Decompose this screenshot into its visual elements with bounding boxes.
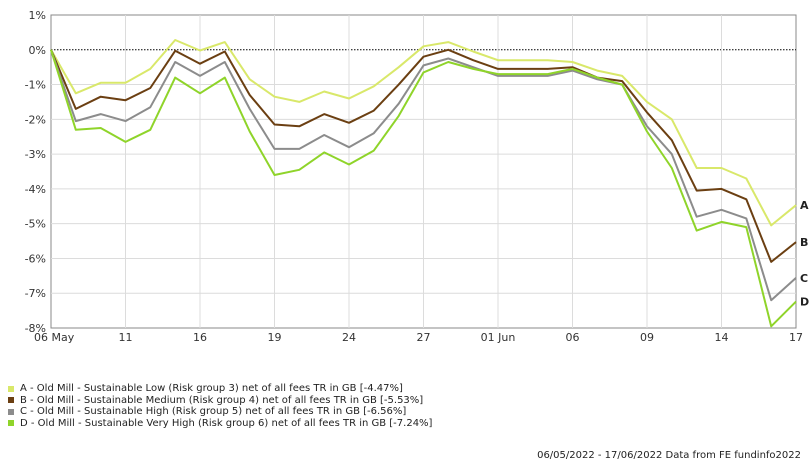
y-tick-label: -3% <box>25 148 46 161</box>
legend-label-c: C - Old Mill - Sustainable High (Risk gr… <box>20 406 407 417</box>
x-tick-label: 06 May <box>34 331 75 344</box>
x-tick-label: 09 <box>640 331 654 344</box>
grid-lines <box>51 15 796 328</box>
series-tag-c: C <box>800 272 808 285</box>
legend-item-b: B - Old Mill - Sustainable Medium (Risk … <box>8 395 432 407</box>
x-tick-label: 17 <box>789 331 803 344</box>
x-tick-label: 16 <box>193 331 207 344</box>
line-chart: 1% 0% -1% -2% -3% -4% -5% -6% -7% -8%06 May 11 16 19… <box>25 9 810 344</box>
x-tick-label: 11 <box>119 331 133 344</box>
y-tick-label: -8% <box>25 322 46 335</box>
series-line-c <box>50 49 797 302</box>
legend-label-d: D - Old Mill - Sustainable Very High (Ri… <box>20 417 433 429</box>
x-tick-label: 01 Jun <box>481 331 516 344</box>
series-tag-a: A <box>800 199 809 212</box>
series-line-a <box>50 39 797 227</box>
series-line-b <box>50 48 797 263</box>
y-tick-label: -4% <box>25 183 46 196</box>
series-tag-b: B <box>800 236 808 249</box>
legend-swatch-b <box>8 397 14 404</box>
legend-label-b: B - Old Mill - Sustainable Medium (Risk … <box>20 394 424 406</box>
legend: A - Old Mill - Sustainable Low (Risk gro… <box>8 383 432 429</box>
legend-item-d: D - Old Mill - Sustainable Very High (Ri… <box>8 418 432 430</box>
date-range-footer: 06/05/2022 - 17/06/2022 Data from FE fun… <box>537 450 801 461</box>
x-tick-label: 14 <box>715 331 729 344</box>
y-tick-label: 1% <box>29 9 46 22</box>
legend-item-c: C - Old Mill - Sustainable High (Risk gr… <box>8 406 432 418</box>
legend-swatch-c <box>8 408 14 415</box>
x-tick-label: 27 <box>417 331 431 344</box>
legend-swatch-a <box>8 385 14 392</box>
series-line-d <box>50 49 797 328</box>
x-tick-label: 24 <box>342 331 356 344</box>
x-tick-label: 19 <box>268 331 282 344</box>
y-tick-label: -5% <box>25 218 46 231</box>
y-tick-label: -6% <box>25 252 46 265</box>
x-tick-label: 06 <box>566 331 580 344</box>
y-tick-label: -1% <box>25 79 46 92</box>
legend-item-a: A - Old Mill - Sustainable Low (Risk gro… <box>8 383 432 395</box>
series-tags: A B CD <box>800 199 809 308</box>
series-lines <box>50 39 797 328</box>
y-tick-label: 0% <box>29 44 46 57</box>
legend-swatch-d <box>8 420 14 427</box>
y-tick-label: -2% <box>25 113 46 126</box>
y-tick-label: -7% <box>25 287 46 300</box>
axis-labels: 1% 0% -1% -2% -3% -4% -5% -6% -7% -8%06 May 11 16 19… <box>25 9 803 344</box>
legend-label-a: A - Old Mill - Sustainable Low (Risk gro… <box>20 383 403 394</box>
series-tag-d: D <box>800 296 809 309</box>
